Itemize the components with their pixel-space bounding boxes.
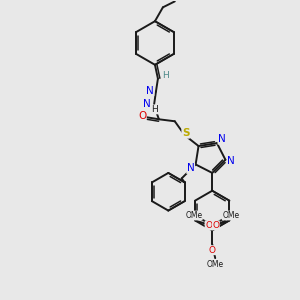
Text: N: N (187, 164, 195, 173)
Text: O: O (209, 246, 216, 255)
Text: OMe: OMe (222, 211, 239, 220)
Text: N: N (143, 99, 151, 110)
Text: H: H (152, 105, 158, 114)
Text: O: O (212, 221, 219, 230)
Text: O: O (205, 221, 212, 230)
Text: OMe: OMe (207, 260, 224, 268)
Text: OMe: OMe (185, 211, 202, 220)
Text: O: O (138, 111, 146, 121)
Text: N: N (146, 85, 154, 96)
Text: S: S (182, 128, 189, 138)
Text: N: N (227, 156, 235, 166)
Text: H: H (163, 71, 169, 80)
Text: N: N (218, 134, 226, 144)
